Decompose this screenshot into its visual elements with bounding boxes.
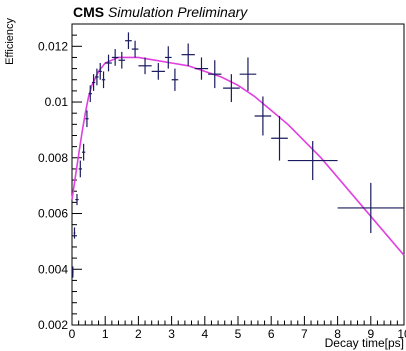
- data-point: [131, 40, 139, 58]
- data-point: [72, 266, 74, 278]
- data-point: [239, 57, 257, 91]
- data-point: [78, 160, 82, 178]
- data-point: [85, 110, 89, 128]
- data-point: [125, 32, 132, 50]
- x-tick-label: 9: [367, 327, 374, 341]
- data-point: [271, 115, 288, 161]
- plot-frame: [71, 23, 405, 326]
- data-point: [254, 96, 272, 136]
- data-point: [101, 71, 106, 89]
- data-point: [194, 57, 209, 80]
- data-point: [73, 227, 76, 239]
- x-tick-label: 0: [69, 327, 76, 341]
- x-tick-label: 8: [334, 327, 341, 341]
- data-point: [98, 63, 102, 80]
- data-point: [111, 49, 119, 66]
- data-point: [181, 43, 195, 66]
- y-tick-label: 0.004: [38, 262, 68, 276]
- x-axis-label: Decay time[ps]: [325, 336, 404, 350]
- x-tick-label: 6: [268, 327, 275, 341]
- data-point: [91, 74, 96, 91]
- x-tick-label: 5: [235, 327, 242, 341]
- x-tick-label: 4: [201, 327, 208, 341]
- y-tick-label: 0.012: [38, 39, 68, 53]
- fit-curve: [71, 56, 405, 256]
- data-point: [138, 57, 152, 75]
- x-tick-label: 2: [135, 327, 142, 341]
- data-point: [151, 63, 165, 80]
- data-point: [105, 54, 112, 72]
- data-point: [95, 68, 99, 86]
- data-point: [81, 143, 86, 161]
- y-axis-label: Efficiency: [4, 18, 16, 65]
- x-tick-label: 7: [301, 327, 308, 341]
- x-tick-label: 10: [397, 327, 406, 341]
- y-tick-label: 0.006: [38, 207, 68, 221]
- x-tick-label: 3: [168, 327, 175, 341]
- chart-title: CMS Simulation Preliminary: [73, 4, 248, 20]
- x-tick-label: 1: [102, 327, 109, 341]
- data-point: [223, 74, 240, 103]
- data-point: [337, 182, 404, 234]
- data-point: [75, 194, 79, 206]
- data-point: [164, 46, 172, 69]
- y-tick-label: 0.01: [45, 95, 69, 109]
- data-point: [287, 141, 338, 181]
- data-point: [88, 85, 92, 103]
- y-tick-label: 0.008: [38, 151, 68, 165]
- data-point: [171, 68, 179, 91]
- data-point: [208, 60, 222, 89]
- y-tick-label: 0.002: [38, 318, 68, 332]
- data-point: [118, 51, 126, 69]
